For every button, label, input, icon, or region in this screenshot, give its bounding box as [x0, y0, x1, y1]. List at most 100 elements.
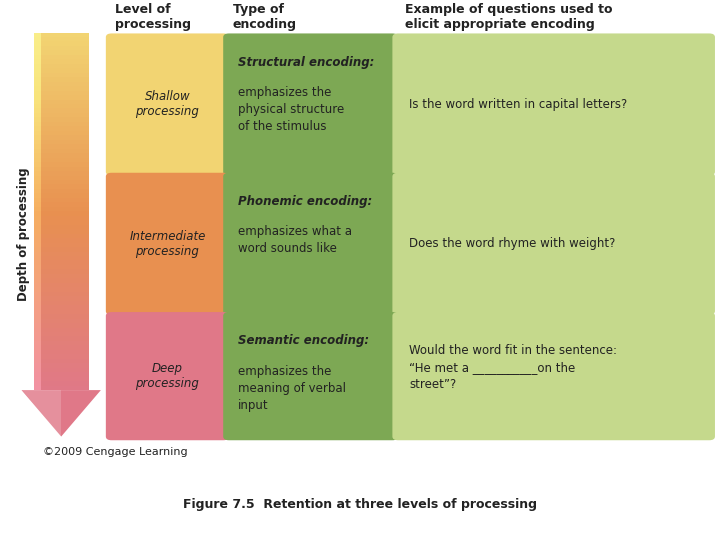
- Bar: [34, 73, 89, 77]
- Polygon shape: [22, 390, 61, 436]
- Bar: [34, 77, 89, 82]
- FancyBboxPatch shape: [392, 312, 715, 440]
- Bar: [34, 247, 41, 252]
- Bar: [34, 117, 89, 122]
- Bar: [34, 216, 41, 220]
- Bar: [34, 211, 89, 216]
- Text: emphasizes the
physical structure
of the stimulus: emphasizes the physical structure of the…: [238, 86, 344, 133]
- Bar: [34, 314, 41, 319]
- Bar: [34, 171, 89, 176]
- Bar: [34, 363, 89, 368]
- Bar: [34, 68, 41, 73]
- Bar: [34, 158, 89, 162]
- Bar: [34, 234, 41, 238]
- Bar: [34, 64, 41, 68]
- Text: Phonemic encoding:: Phonemic encoding:: [238, 195, 372, 208]
- Bar: [34, 153, 41, 158]
- Bar: [34, 148, 89, 153]
- Bar: [34, 269, 41, 274]
- Bar: [34, 350, 41, 354]
- Bar: [34, 301, 89, 305]
- Bar: [34, 265, 41, 269]
- Text: Semantic encoding:: Semantic encoding:: [238, 334, 369, 347]
- Bar: [34, 328, 41, 332]
- Bar: [34, 287, 89, 292]
- Bar: [34, 189, 89, 193]
- Bar: [34, 185, 41, 189]
- Bar: [34, 167, 41, 171]
- Bar: [34, 252, 89, 256]
- Bar: [34, 91, 89, 95]
- Bar: [34, 368, 89, 372]
- Bar: [34, 323, 89, 328]
- Bar: [34, 68, 89, 73]
- Bar: [34, 336, 89, 341]
- Bar: [34, 260, 41, 265]
- Bar: [34, 46, 89, 50]
- Bar: [34, 292, 89, 296]
- Bar: [34, 126, 89, 131]
- Bar: [34, 122, 89, 126]
- Bar: [34, 363, 41, 368]
- Bar: [34, 296, 89, 301]
- Bar: [34, 346, 89, 350]
- Bar: [34, 82, 41, 86]
- Bar: [34, 50, 41, 55]
- Bar: [34, 185, 89, 189]
- Bar: [34, 167, 89, 171]
- Bar: [34, 32, 41, 37]
- Bar: [34, 319, 89, 323]
- Bar: [34, 136, 89, 140]
- Bar: [34, 91, 41, 95]
- Bar: [34, 216, 89, 220]
- Bar: [34, 296, 41, 301]
- Bar: [34, 198, 89, 202]
- Text: Is the word written in capital letters?: Is the word written in capital letters?: [409, 98, 627, 111]
- Bar: [34, 238, 41, 242]
- Text: emphasizes the
meaning of verbal
input: emphasizes the meaning of verbal input: [238, 364, 346, 411]
- Text: Intermediate
processing: Intermediate processing: [129, 230, 206, 258]
- Bar: [34, 225, 89, 229]
- Bar: [34, 372, 89, 377]
- Bar: [34, 162, 89, 167]
- Bar: [34, 305, 41, 309]
- Text: Level of
processing: Level of processing: [115, 3, 192, 31]
- Bar: [34, 386, 41, 390]
- Bar: [34, 46, 41, 50]
- FancyBboxPatch shape: [223, 312, 398, 440]
- Bar: [34, 109, 41, 113]
- Bar: [34, 359, 89, 363]
- Bar: [34, 82, 89, 86]
- Bar: [34, 122, 41, 126]
- Polygon shape: [22, 390, 101, 436]
- Bar: [34, 180, 41, 185]
- Bar: [34, 109, 89, 113]
- Bar: [34, 193, 41, 198]
- FancyBboxPatch shape: [392, 33, 715, 176]
- Bar: [34, 377, 41, 381]
- FancyBboxPatch shape: [223, 173, 398, 315]
- Bar: [34, 59, 89, 64]
- Bar: [34, 386, 89, 390]
- Bar: [34, 234, 89, 238]
- Bar: [34, 176, 41, 180]
- FancyBboxPatch shape: [223, 33, 398, 176]
- Bar: [34, 144, 89, 148]
- Text: Example of questions used to
elicit appropriate encoding: Example of questions used to elicit appr…: [405, 3, 613, 31]
- Bar: [34, 42, 41, 46]
- Bar: [34, 354, 41, 359]
- Bar: [34, 162, 41, 167]
- Bar: [34, 131, 89, 136]
- Bar: [34, 86, 41, 91]
- Text: Shallow
processing: Shallow processing: [135, 91, 199, 118]
- Bar: [34, 381, 89, 386]
- Bar: [34, 283, 89, 287]
- Bar: [34, 319, 41, 323]
- Bar: [34, 381, 41, 386]
- Bar: [34, 50, 89, 55]
- Bar: [34, 180, 89, 185]
- Bar: [34, 332, 41, 336]
- Bar: [34, 140, 41, 144]
- Bar: [34, 202, 41, 207]
- Text: Depth of processing: Depth of processing: [17, 168, 30, 301]
